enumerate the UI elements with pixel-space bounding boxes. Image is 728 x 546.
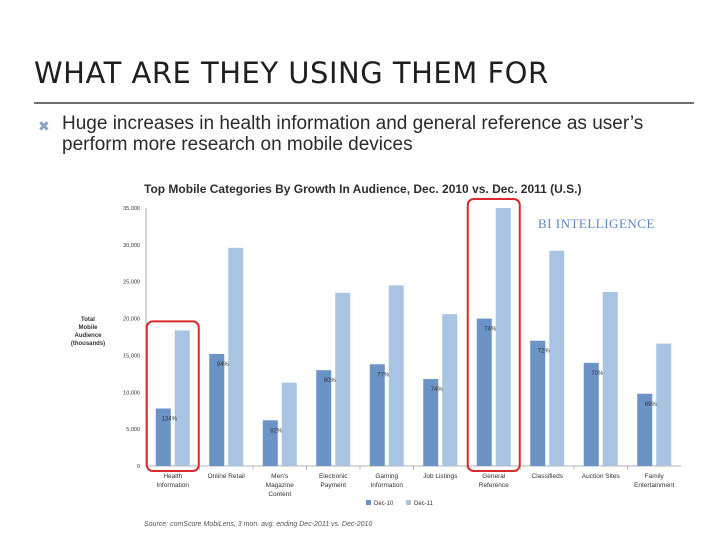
growth-label: 72% xyxy=(538,349,551,355)
growth-label: 74% xyxy=(484,327,497,333)
bar-dec11 xyxy=(495,208,511,466)
x-tick-label: Auction Sites xyxy=(582,473,621,480)
growth-label: 82% xyxy=(270,428,283,434)
y-axis-label: Audience xyxy=(74,333,102,339)
y-tick-label: 30,000 xyxy=(123,243,140,249)
y-axis-label: (thousands) xyxy=(71,341,105,347)
bar-dec10 xyxy=(423,379,439,466)
bar-dec11 xyxy=(228,247,244,466)
bar-dec10 xyxy=(155,408,171,466)
growth-label: 77% xyxy=(377,372,390,378)
title-divider xyxy=(34,102,694,104)
bar-dec11 xyxy=(335,292,351,466)
highlight-box xyxy=(145,320,200,472)
x-tick-label: Information xyxy=(156,482,189,489)
y-tick-label: 20,000 xyxy=(123,317,140,323)
x-tick-label: Gaming xyxy=(375,473,398,480)
x-tick-label: Payment xyxy=(320,482,346,489)
legend-label-dec11: Dec-11 xyxy=(414,501,434,507)
bar-dec11 xyxy=(174,330,190,466)
bar-dec10 xyxy=(476,318,492,466)
bar-dec10 xyxy=(530,340,546,466)
bar-dec10 xyxy=(637,393,653,466)
x-tick-label: General xyxy=(482,473,506,480)
growth-label: 80% xyxy=(324,378,337,384)
bar-dec10 xyxy=(209,353,225,466)
x-tick-label: Electronic xyxy=(319,473,348,480)
growth-label: 134% xyxy=(162,417,178,423)
y-tick-label: 25,000 xyxy=(123,280,140,286)
bar-chart: Total Mobile Audience (thousands) 0 5,000 10,0… xyxy=(71,198,681,507)
x-tick-label: Entertainment xyxy=(634,482,675,489)
y-tick-label: 10,000 xyxy=(123,390,140,396)
bar-dec10 xyxy=(583,362,599,466)
x-tick-label: Magazine xyxy=(266,482,295,489)
bar-dec10 xyxy=(369,364,385,466)
legend-swatch-dec10 xyxy=(366,500,371,505)
x-tick-label: Content xyxy=(268,491,291,498)
bar-dec11 xyxy=(656,343,672,466)
slide-title: WHAT ARE THEY USING THEM FOR xyxy=(34,56,549,90)
bar-dec11 xyxy=(549,250,565,466)
y-tick-label: 15,000 xyxy=(123,353,140,359)
y-axis-label: Total xyxy=(81,317,95,323)
x-tick-label: Job Listings xyxy=(423,473,458,480)
y-tick-label: 0 xyxy=(137,464,140,470)
y-axis-label: Mobile xyxy=(79,325,99,331)
bar-dec10 xyxy=(316,370,332,466)
brand-logo: BI INTELLIGENCE xyxy=(538,216,655,231)
y-tick-label: 5,000 xyxy=(126,427,140,433)
highlight-box xyxy=(466,198,521,472)
legend-swatch-dec11 xyxy=(406,500,411,505)
x-tick-label: Information xyxy=(370,482,403,489)
bullet-text: Huge increases in health information and… xyxy=(62,113,644,155)
bar-dec11 xyxy=(602,292,618,466)
bar-dec11 xyxy=(281,382,297,466)
x-tick-label: Health xyxy=(163,473,182,480)
chart-panel: Top Mobile Categories By Growth In Audie… xyxy=(66,178,686,544)
chart-source: Source: comScore MobiLens, 3 mon. avg. e… xyxy=(144,521,373,528)
x-tick-label: Classifieds xyxy=(532,473,564,480)
bar-dec11 xyxy=(442,314,458,466)
y-tick-label: 35,000 xyxy=(123,206,140,212)
growth-label: 70% xyxy=(591,371,604,377)
growth-label: 94% xyxy=(217,362,230,368)
growth-label: 74% xyxy=(431,387,444,393)
x-tick-label: Online Retail xyxy=(208,473,246,480)
cross-bullet-icon: ✖ xyxy=(38,118,50,134)
x-tick-label: Men's xyxy=(271,473,289,480)
bar-dec10 xyxy=(262,420,278,466)
chart-title: Top Mobile Categories By Growth In Audie… xyxy=(144,182,582,196)
growth-label: 69% xyxy=(645,402,658,408)
x-tick-label: Reference xyxy=(479,482,509,489)
bar-dec11 xyxy=(388,285,404,466)
x-tick-label: Family xyxy=(645,473,665,480)
legend-label-dec10: Dec-10 xyxy=(374,501,394,507)
